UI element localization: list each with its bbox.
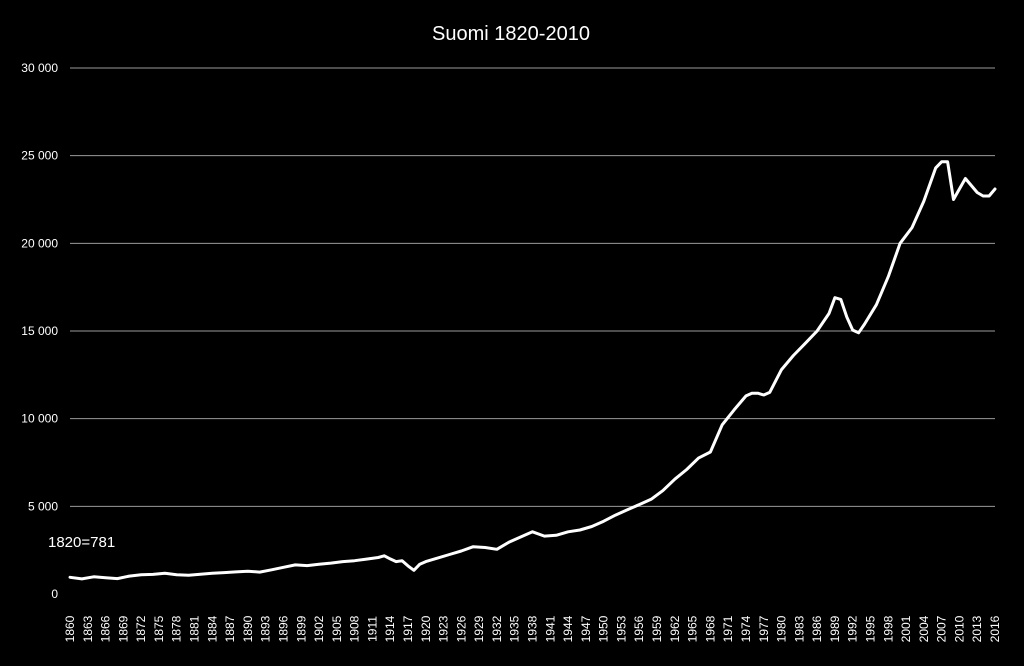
x-tick-label: 1998 [881,615,895,642]
x-tick-label: 1977 [757,615,771,642]
x-tick-label: 1875 [152,615,166,642]
y-tick-label: 0 [51,587,58,601]
x-tick-label: 1896 [276,615,290,642]
x-tick-label: 1932 [490,615,504,642]
x-tick-label: 1974 [739,615,753,642]
series-line [68,160,997,581]
x-tick-label: 1986 [810,615,824,642]
x-tick-label: 1950 [597,615,611,642]
x-tick-label: 1905 [330,615,344,642]
x-tick-label: 1908 [348,615,362,642]
x-tick-label: 1935 [508,615,522,642]
x-tick-label: 1923 [437,615,451,642]
x-tick-label: 1953 [614,615,628,642]
x-tick-label: 1899 [294,615,308,642]
x-tick-label: 1860 [63,615,77,642]
x-tick-label: 1956 [632,615,646,642]
x-tick-label: 1926 [454,615,468,642]
x-tick-label: 1965 [686,615,700,642]
y-tick-label: 20 000 [21,236,58,250]
x-tick-label: 2016 [988,615,1002,642]
x-tick-label: 1911 [365,616,379,642]
x-tick-label: 1947 [579,615,593,642]
x-tick-label: 2013 [970,615,984,642]
x-tick-label: 2010 [952,615,966,642]
chart-annotation: 1820=781 [48,534,115,551]
x-tick-label: 1920 [419,615,433,642]
y-axis-ticks: 0 5 000 10 000 15 000 20 000 25 000 30 000 [21,61,58,601]
y-tick-label: 30 000 [21,61,58,75]
x-tick-label: 2004 [917,615,931,642]
x-tick-label: 1902 [312,615,326,642]
x-tick-label: 1866 [99,615,113,642]
chart-title: Suomi 1820-2010 [432,23,590,45]
x-tick-label: 1995 [863,615,877,642]
x-axis-ticks: 1860 1863 1866 1869 1872 1875 1878 1881 1884 1887… [63,615,1002,642]
x-tick-label: 1989 [828,615,842,642]
x-tick-label: 1887 [223,615,237,642]
x-tick-label: 1971 [721,615,735,642]
x-tick-label: 1968 [703,615,717,642]
x-tick-label: 1863 [81,615,95,642]
x-tick-label: 1941 [543,615,557,642]
y-tick-label: 15 000 [21,324,58,338]
x-tick-label: 1917 [401,615,415,642]
x-tick-label: 1869 [116,615,130,642]
x-tick-label: 1992 [846,615,860,642]
x-tick-label: 1929 [472,615,486,642]
y-tick-label: 5 000 [28,499,58,513]
y-tick-label: 10 000 [21,412,58,426]
x-tick-label: 1983 [792,615,806,642]
x-tick-label: 2001 [899,615,913,642]
x-tick-label: 1890 [241,615,255,642]
x-tick-label: 1881 [188,615,202,642]
x-tick-label: 1914 [383,615,397,642]
x-tick-label: 1959 [650,615,664,642]
x-tick-label: 1884 [205,615,219,642]
x-tick-label: 1944 [561,615,575,642]
x-tick-label: 1980 [775,615,789,642]
y-tick-label: 25 000 [21,149,58,163]
x-tick-label: 2007 [935,615,949,642]
x-tick-label: 1872 [134,615,148,642]
x-tick-label: 1962 [668,615,682,642]
gridlines [70,67,995,507]
x-tick-label: 1878 [170,615,184,642]
x-tick-label: 1893 [259,615,273,642]
x-tick-label: 1938 [526,615,540,642]
